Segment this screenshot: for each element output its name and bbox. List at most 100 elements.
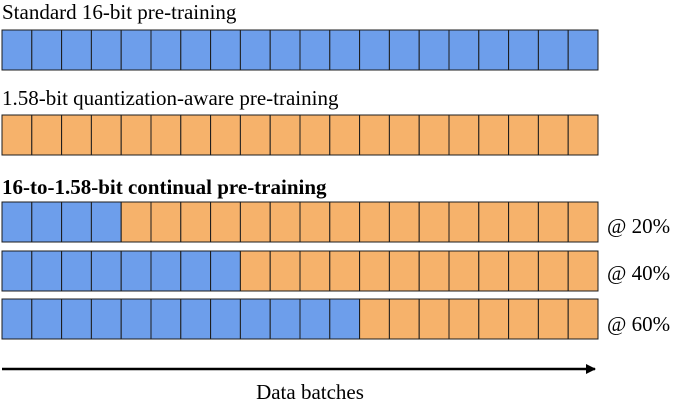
ternary-batch-block <box>299 114 331 156</box>
fp16-batch-block <box>1 201 33 243</box>
continual-bar-20 <box>1 201 599 243</box>
fp16-batch-block <box>269 298 301 340</box>
ternary-batch-block <box>180 114 212 156</box>
fp16-batch-block <box>210 298 241 340</box>
fp16-batch-block <box>150 250 182 292</box>
ternary-batch-block <box>567 250 599 292</box>
fp16-batch-block <box>61 250 92 292</box>
continual-bar-60 <box>1 298 599 340</box>
ternary-batch-block <box>508 201 539 243</box>
ternary-batch-block <box>418 250 450 292</box>
standard-pretraining-bar <box>1 29 599 71</box>
fp16-batch-block <box>90 201 122 243</box>
ternary-batch-block <box>418 114 450 156</box>
fp16-batch-block <box>359 29 390 71</box>
ternary-batch-block <box>388 298 420 340</box>
ternary-batch-block <box>567 298 599 340</box>
ternary-batch-block <box>299 250 331 292</box>
fp16-batch-block <box>31 298 63 340</box>
fp16-batch-block <box>31 250 63 292</box>
fp16-batch-block <box>61 201 92 243</box>
fp16-batch-block <box>1 250 33 292</box>
ternary-batch-block <box>418 201 450 243</box>
fp16-batch-block <box>120 250 152 292</box>
fp16-batch-block <box>90 29 122 71</box>
fp16-batch-block <box>388 29 420 71</box>
ternary-batch-block <box>508 114 539 156</box>
standard-pretraining-title: Standard 16-bit pre-training <box>2 0 237 24</box>
switch-label-60: @ 60% <box>607 312 670 336</box>
fp16-batch-block <box>90 250 122 292</box>
ternary-batch-block <box>388 114 420 156</box>
ternary-batch-block <box>478 114 510 156</box>
ternary-batch-block <box>329 201 361 243</box>
ternary-batch-block <box>478 201 510 243</box>
fp16-batch-block <box>239 298 271 340</box>
ternary-batch-block <box>478 250 510 292</box>
ternary-batch-block <box>478 298 510 340</box>
fp16-batch-block <box>329 298 361 340</box>
ternary-batch-block <box>388 250 420 292</box>
ternary-batch-block <box>359 114 390 156</box>
switch-label-40: @ 40% <box>607 261 670 285</box>
ternary-batch-block <box>269 201 301 243</box>
fp16-batch-block <box>31 29 63 71</box>
fp16-batch-block <box>210 29 241 71</box>
fp16-batch-block <box>61 29 92 71</box>
ternary-batch-block <box>61 114 92 156</box>
continual-bar-40 <box>1 250 599 292</box>
fp16-batch-block <box>299 29 331 71</box>
ternary-batch-block <box>359 250 390 292</box>
fp16-batch-block <box>150 298 182 340</box>
fp16-batch-block <box>537 29 569 71</box>
fp16-batch-block <box>180 250 212 292</box>
ternary-batch-block <box>269 250 301 292</box>
qat-pretraining-bar <box>1 114 599 156</box>
ternary-batch-block <box>210 114 241 156</box>
fp16-batch-block <box>269 29 301 71</box>
ternary-batch-block <box>329 114 361 156</box>
switch-label-20: @ 20% <box>607 214 670 238</box>
fp16-batch-block <box>478 29 510 71</box>
ternary-batch-block <box>120 114 152 156</box>
ternary-batch-block <box>508 250 539 292</box>
fp16-batch-block <box>418 29 450 71</box>
fp16-batch-block <box>329 29 361 71</box>
ternary-batch-block <box>180 201 212 243</box>
ternary-batch-block <box>90 114 122 156</box>
ternary-batch-block <box>269 114 301 156</box>
ternary-batch-block <box>418 298 450 340</box>
fp16-batch-block <box>180 29 212 71</box>
fp16-batch-block <box>61 298 92 340</box>
fp16-batch-block <box>299 298 331 340</box>
ternary-batch-block <box>1 114 33 156</box>
ternary-batch-block <box>150 114 182 156</box>
ternary-batch-block <box>448 201 480 243</box>
ternary-batch-block <box>537 201 569 243</box>
ternary-batch-block <box>150 201 182 243</box>
fp16-batch-block <box>239 29 271 71</box>
fp16-batch-block <box>1 29 33 71</box>
ternary-batch-block <box>31 114 63 156</box>
fp16-batch-block <box>120 29 152 71</box>
fp16-batch-block <box>508 29 539 71</box>
fp16-batch-block <box>210 250 241 292</box>
ternary-batch-block <box>448 114 480 156</box>
ternary-batch-block <box>329 250 361 292</box>
fp16-batch-block <box>120 298 152 340</box>
ternary-batch-block <box>567 201 599 243</box>
ternary-batch-block <box>359 298 390 340</box>
continual-pretraining-title: 16-to-1.58-bit continual pre-training <box>2 175 327 199</box>
ternary-batch-block <box>388 201 420 243</box>
fp16-batch-block <box>90 298 122 340</box>
ternary-batch-block <box>537 250 569 292</box>
ternary-batch-block <box>210 201 241 243</box>
fp16-batch-block <box>180 298 212 340</box>
fp16-batch-block <box>150 29 182 71</box>
ternary-batch-block <box>537 298 569 340</box>
ternary-batch-block <box>567 114 599 156</box>
ternary-batch-block <box>299 201 331 243</box>
ternary-batch-block <box>239 201 271 243</box>
ternary-batch-block <box>448 298 480 340</box>
